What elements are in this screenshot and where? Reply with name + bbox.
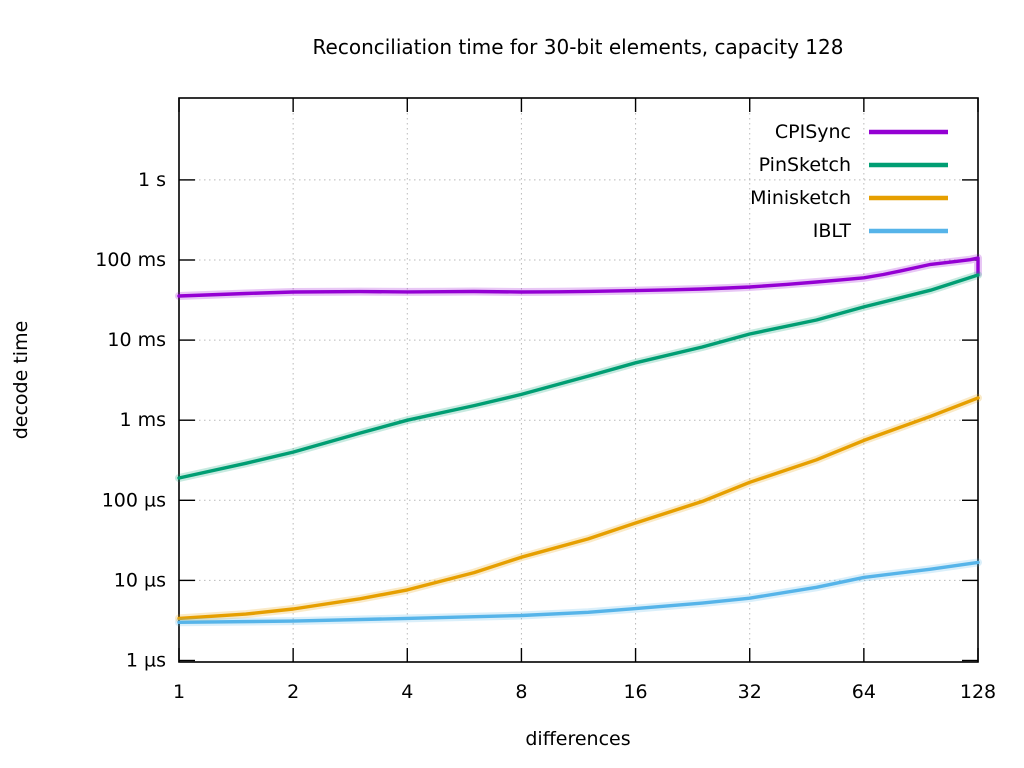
y-tick-label-10µs: 10 µs [114, 569, 166, 591]
series-line-pinsketch [177, 273, 980, 480]
legend-label-minisketch: Minisketch [750, 187, 851, 209]
legend-label-iblt: IBLT [813, 220, 852, 242]
series-line-minisketch [177, 396, 980, 621]
x-tick-label-8: 8 [515, 681, 527, 703]
y-tick-label-1ms: 1 ms [119, 409, 166, 431]
series-line-cpisync [177, 256, 980, 298]
y-tick-label-10ms: 10 ms [107, 329, 166, 351]
series-halo-minisketch [175, 393, 982, 623]
x-tick-label-4: 4 [401, 681, 413, 703]
x-tick-label-2: 2 [287, 681, 299, 703]
series-halo-pinsketch [175, 271, 982, 482]
x-tick-label-64: 64 [852, 681, 876, 703]
series-line-iblt [177, 560, 980, 624]
x-tick-label-32: 32 [738, 681, 762, 703]
plot-border [178, 97, 979, 663]
x-axis-title: differences [525, 728, 630, 750]
legend-label-pinsketch: PinSketch [759, 154, 851, 176]
chart-title: Reconciliation time for 30-bit elements,… [313, 35, 844, 59]
x-tick-label-16: 16 [623, 681, 647, 703]
x-tick-label-1: 1 [173, 681, 185, 703]
y-tick-label-1s: 1 s [138, 169, 166, 191]
y-tick-label-100ms: 100 ms [95, 249, 166, 271]
y-axis-title: decode time [10, 321, 32, 440]
chart-generated-layers: 1 2 4 8 16 32 64 128 1 µs 10 µs 100 µs 1 ms 10 ms 100… [95, 97, 996, 703]
y-tick-label-100µs: 100 µs [102, 489, 166, 511]
legend-label-cpisync: CPISync [775, 121, 851, 143]
x-tick-label-128: 128 [960, 681, 996, 703]
y-tick-label-1µs: 1 µs [126, 650, 166, 672]
